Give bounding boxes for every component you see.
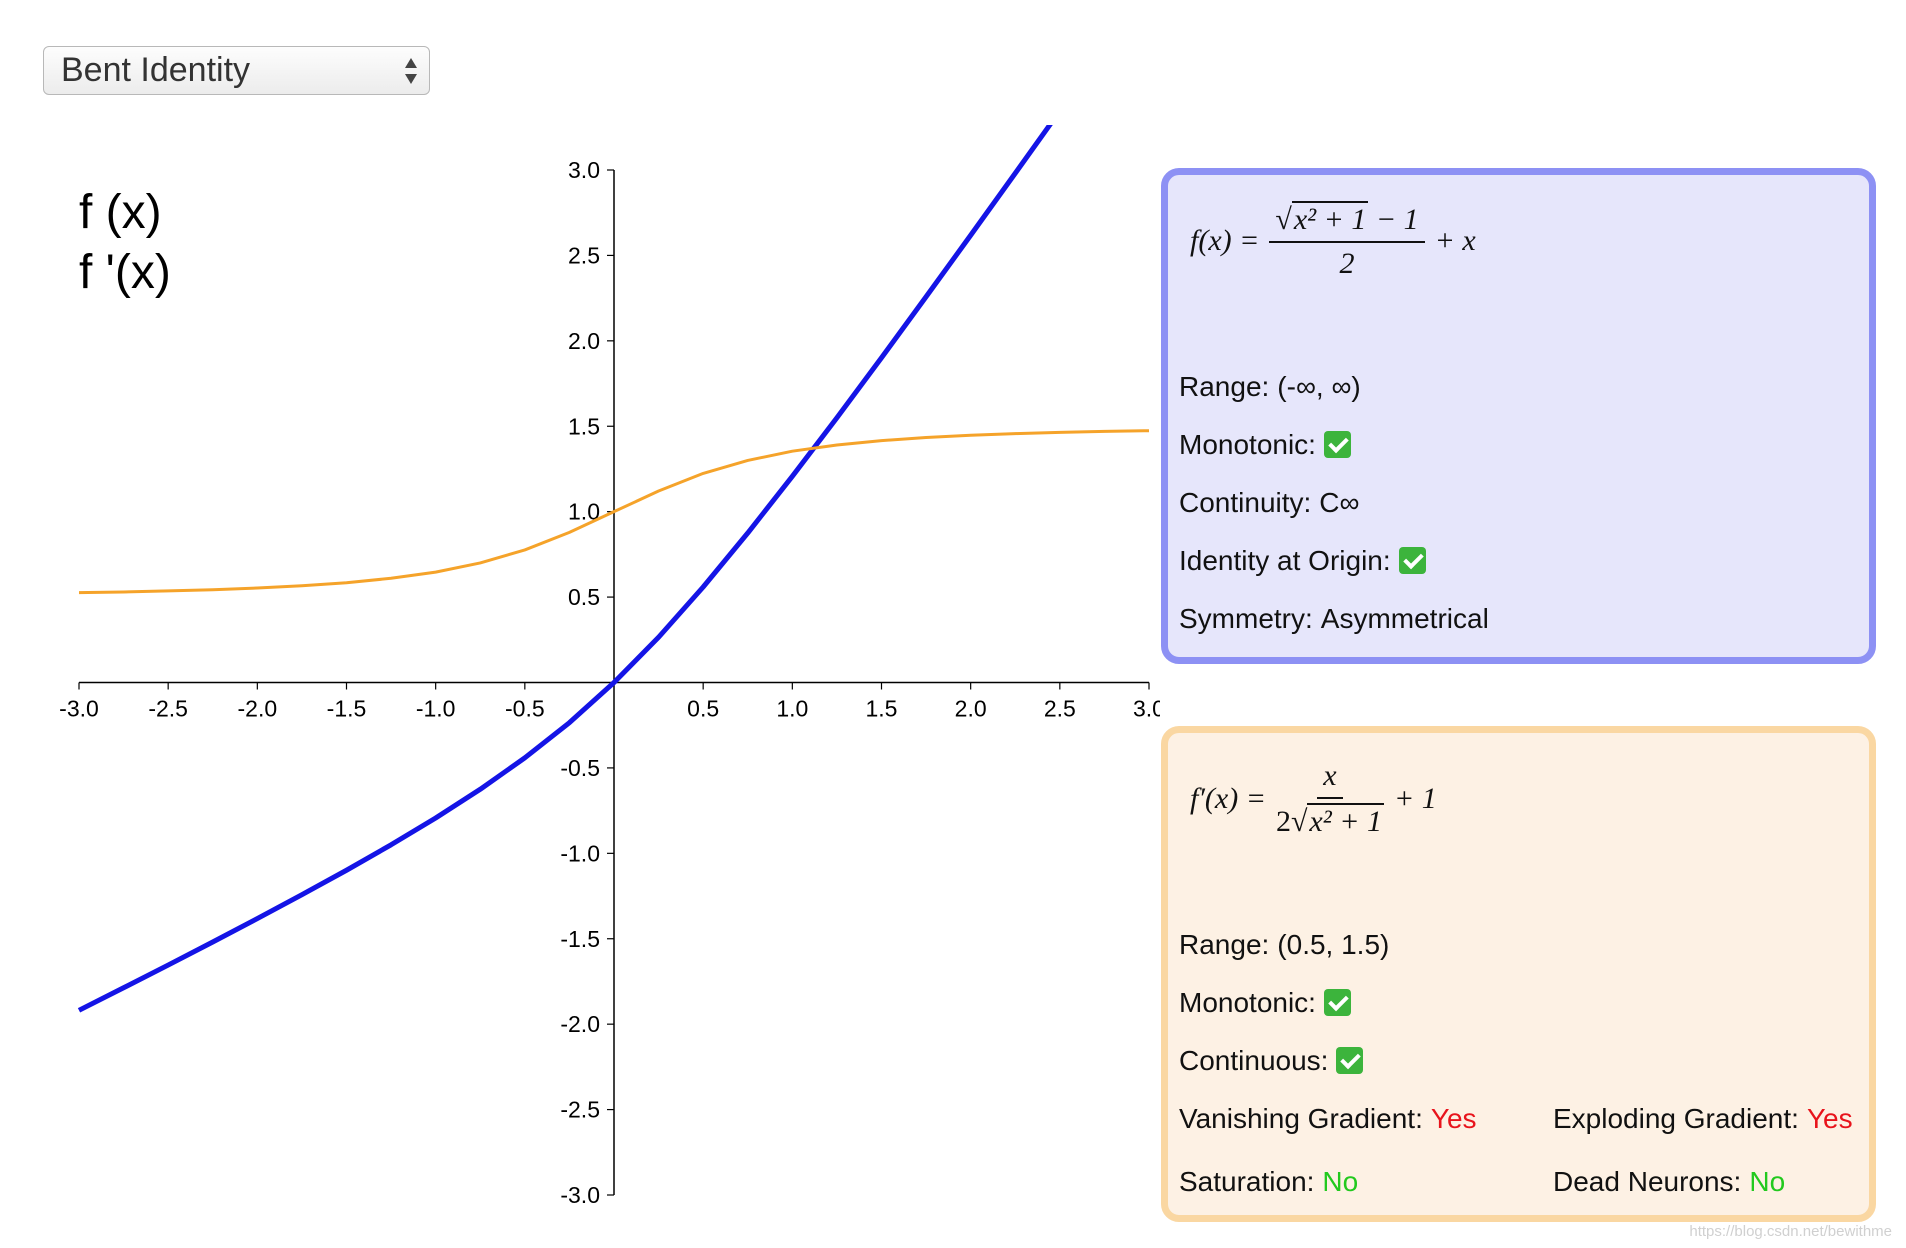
denominator: 2 xyxy=(1339,247,1355,280)
y-tick-label: 1.5 xyxy=(568,413,600,439)
check-icon xyxy=(1323,989,1351,1016)
series-line xyxy=(77,125,1053,1013)
fraction: x 2 √ x² + 1 xyxy=(1276,759,1384,839)
plot-area xyxy=(77,125,1150,1013)
property-label: Saturation: xyxy=(1179,1166,1315,1197)
property-label: Identity at Origin: xyxy=(1179,545,1391,576)
y-tick-label: -3.0 xyxy=(560,1182,600,1208)
y-tick-label: -2.5 xyxy=(560,1097,600,1123)
derivative-panel: f′(x) = x 2 √ x² + 1 + 1 Range: (0.5, 1.5) M… xyxy=(1161,726,1876,1222)
radicand: x² + 1 xyxy=(1307,803,1384,838)
gradient-property: Dead Neurons: No xyxy=(1553,1166,1785,1198)
formula-lhs: f′(x) = xyxy=(1190,782,1266,815)
y-tick-label: 2.5 xyxy=(568,242,600,268)
property-value: (-∞, ∞) xyxy=(1277,371,1361,402)
property: Range: (-∞, ∞) xyxy=(1179,371,1361,403)
sqrt: √ x² + 1 xyxy=(1275,201,1369,236)
x-tick-label: -2.5 xyxy=(148,696,188,722)
select-arrows xyxy=(405,58,417,84)
gradient-property: Saturation: No xyxy=(1179,1166,1358,1198)
property-label: Dead Neurons: xyxy=(1553,1166,1742,1197)
x-tick-label: -3.0 xyxy=(59,696,99,722)
check-icon xyxy=(1323,431,1351,458)
property: Continuous: xyxy=(1179,1045,1364,1077)
gradient-property: Exploding Gradient: Yes xyxy=(1553,1103,1853,1135)
y-tick-label: -1.5 xyxy=(560,926,600,952)
property: Monotonic: xyxy=(1179,987,1351,1019)
property: Continuity: C∞ xyxy=(1179,487,1359,519)
property-label: Monotonic: xyxy=(1179,987,1316,1018)
check-icon xyxy=(1398,547,1426,574)
property-value: Yes xyxy=(1806,1103,1853,1134)
formula-rest: + x xyxy=(1434,224,1476,257)
y-tick-label: 3.0 xyxy=(568,157,600,183)
property-label: Monotonic: xyxy=(1179,429,1316,460)
property-value: No xyxy=(1749,1166,1786,1197)
y-tick-label: 0.5 xyxy=(568,584,600,610)
chart: -3.0 -2.5 -2.0 -1.5 -1.0 -0.5 0.5 1.0 1.5 2.0 2.5 3… xyxy=(59,125,1160,1208)
y-tick-label: -2.0 xyxy=(560,1011,600,1037)
formula-rest: + 1 xyxy=(1393,782,1437,815)
x-tick-label: -2.0 xyxy=(238,696,278,722)
x-tick-label: 0.5 xyxy=(687,696,719,722)
x-tick-label: 2.5 xyxy=(1044,696,1076,722)
property-value: Asymmetrical xyxy=(1320,603,1489,634)
property-label: Continuous: xyxy=(1179,1045,1329,1076)
property-value: (0.5, 1.5) xyxy=(1277,929,1390,960)
property-label: Exploding Gradient: xyxy=(1553,1103,1799,1134)
x-tick-label: -1.5 xyxy=(327,696,367,722)
x-tick-label: -1.0 xyxy=(416,696,456,722)
function-panel: f(x) = √ x² + 1 − 1 2 + x Range: (-∞, ∞) Mo… xyxy=(1161,168,1876,664)
radicand: x² + 1 xyxy=(1291,201,1369,236)
selected-option[interactable]: Bent Identity xyxy=(61,51,251,89)
property-label: Range: xyxy=(1179,371,1270,402)
property: Identity at Origin: xyxy=(1179,545,1426,577)
x-tick-label: 2.0 xyxy=(955,696,987,722)
formula-lhs: f(x) = xyxy=(1190,224,1260,257)
check-icon xyxy=(1336,1047,1364,1074)
property-value: C∞ xyxy=(1319,487,1360,518)
x-tick-label: 3.0 xyxy=(1133,696,1160,722)
gradient-property: Vanishing Gradient: Yes xyxy=(1179,1103,1477,1135)
legend-entry: f '(x) xyxy=(79,246,171,299)
y-tick-label: 2.0 xyxy=(568,328,600,354)
numerator: x xyxy=(1317,759,1343,799)
series-line xyxy=(78,429,1150,595)
x-tick-label: 1.0 xyxy=(776,696,808,722)
property-value: No xyxy=(1322,1166,1359,1197)
property-label: Range: xyxy=(1179,929,1270,960)
property-label: Continuity: xyxy=(1179,487,1312,518)
denominator-coef: 2 xyxy=(1275,805,1291,838)
axes: -3.0 -2.5 -2.0 -1.5 -1.0 -0.5 0.5 1.0 1.5 2.0 2.5 3… xyxy=(59,157,1160,1208)
activation-select[interactable]: Bent Identity xyxy=(43,46,430,95)
legend-entry: f (x) xyxy=(79,186,162,239)
numerator-rest: − 1 xyxy=(1375,203,1419,236)
property: Symmetry: Asymmetrical xyxy=(1179,603,1489,635)
legend: f (x) f '(x) xyxy=(79,186,171,299)
property: Range: (0.5, 1.5) xyxy=(1179,929,1389,961)
numerator: √ x² + 1 − 1 xyxy=(1269,201,1425,243)
y-tick-label: -0.5 xyxy=(560,755,600,781)
watermark: https://blog.csdn.net/bewithme xyxy=(1689,1223,1892,1240)
property-label: Vanishing Gradient: xyxy=(1179,1103,1423,1134)
y-tick-label: -1.0 xyxy=(560,840,600,866)
function-formula: f(x) = √ x² + 1 − 1 2 + x xyxy=(1190,201,1476,281)
denominator: 2 √ x² + 1 xyxy=(1276,799,1384,839)
x-tick-label: 1.5 xyxy=(866,696,898,722)
sqrt: √ x² + 1 xyxy=(1290,803,1384,838)
x-tick-label: -0.5 xyxy=(505,696,545,722)
property: Monotonic: xyxy=(1179,429,1351,461)
property-value: Yes xyxy=(1430,1103,1477,1134)
derivative-formula: f′(x) = x 2 √ x² + 1 + 1 xyxy=(1190,759,1437,839)
fraction: √ x² + 1 − 1 2 xyxy=(1269,201,1425,281)
property-label: Symmetry: xyxy=(1179,603,1313,634)
